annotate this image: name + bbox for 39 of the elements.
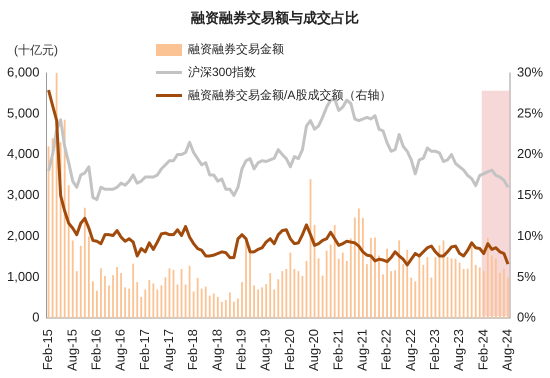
y2-tick-label: 5% [516, 268, 536, 284]
x-tick-label: Feb-21 [330, 329, 346, 370]
y-tick-label: 3,000 [6, 187, 40, 202]
y-tick-label: 2,000 [6, 228, 40, 243]
x-tick-label: Aug-21 [354, 329, 370, 371]
x-tick-label: Aug-19 [258, 329, 273, 371]
x-tick-label: Feb-23 [427, 329, 442, 370]
x-tick-label: Aug-16 [112, 329, 128, 371]
y2-tick-label: 25% [516, 105, 544, 120]
x-tick-label: Feb-18 [185, 329, 200, 370]
legend-label: 融资融券交易金额 [188, 41, 284, 58]
x-tick-label: Aug-18 [209, 329, 224, 371]
y2-tick-label: 10% [516, 228, 544, 243]
x-tick-label: Aug-15 [64, 329, 80, 371]
x-tick-label: Feb-20 [282, 329, 297, 370]
y-tick-label: 0 [32, 310, 40, 325]
x-tick-label: Feb-19 [234, 329, 249, 370]
x-tick-label: Feb-22 [378, 329, 394, 370]
x-tick-label: Feb-24 [475, 329, 490, 370]
y-tick-label: 4,000 [6, 146, 40, 162]
x-tick-label: Aug-17 [161, 329, 176, 371]
x-tick-label: Aug-22 [402, 329, 418, 371]
y2-tick-label: 0% [516, 310, 536, 325]
y2-tick-label: 30% [516, 64, 544, 80]
x-tick-label: Aug-23 [451, 329, 466, 371]
x-tick-label: Feb-16 [88, 329, 104, 370]
legend-label: 沪深300指数 [188, 64, 256, 81]
x-tick-label: Feb-17 [136, 329, 152, 370]
x-tick-label: Aug-20 [306, 329, 322, 371]
y-tick-label: 6,000 [6, 64, 40, 80]
y-axis-title: (十亿元) [14, 42, 58, 59]
y2-tick-label: 15% [516, 187, 544, 202]
y-tick-label: 1,000 [6, 268, 40, 284]
x-tick-label: Feb-15 [40, 329, 56, 370]
y2-tick-label: 20% [516, 146, 544, 162]
legend-label: 融资融券交易金额/A股成交额（右轴） [188, 87, 392, 104]
y-tick-label: 5,000 [6, 105, 40, 120]
x-tick-label: Aug-24 [500, 329, 515, 371]
chart-title: 融资融券交易额与成交占比 [191, 9, 359, 26]
